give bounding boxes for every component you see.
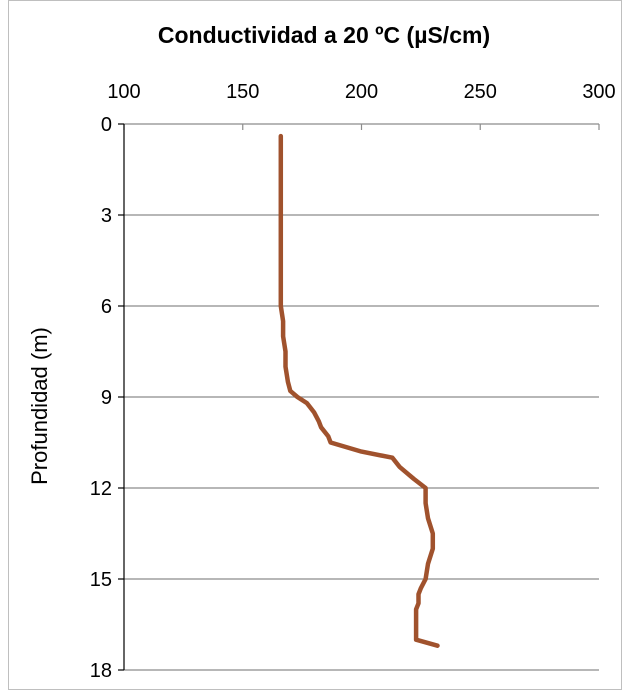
y-axis-ticks: 0 3 6 9 12 15 18: [90, 114, 124, 682]
gridlines: [123, 123, 599, 671]
y-tick-label-3: 3: [101, 205, 112, 227]
x-tick-label-100: 100: [107, 81, 140, 103]
series-line-0: [278, 133, 440, 648]
chart-canvas: Conductividad a 20 ºC (µS/cm) 100 150 200 2…: [27, 22, 616, 682]
plot-area: [278, 133, 440, 648]
y-tick-label-12: 12: [90, 478, 112, 500]
y-tick-label-18: 18: [90, 660, 112, 682]
x-tick-label-150: 150: [226, 81, 259, 103]
x-tick-label-300: 300: [582, 81, 615, 103]
chart-frame: Conductividad a 20 ºC (µS/cm) 100 150 200 2…: [8, 0, 622, 690]
y-tick-label-0: 0: [101, 114, 112, 136]
x-tick-label-200: 200: [345, 81, 378, 103]
x-axis-ticks: 100 150 200 250 300: [107, 81, 616, 130]
chart-title: Conductividad a 20 ºC (µS/cm): [158, 22, 490, 48]
y-tick-label-9: 9: [101, 387, 112, 409]
y-tick-label-15: 15: [90, 569, 112, 591]
y-tick-label-6: 6: [101, 296, 112, 318]
x-tick-label-250: 250: [464, 81, 497, 103]
y-axis-label: Profundidad (m): [27, 327, 52, 485]
